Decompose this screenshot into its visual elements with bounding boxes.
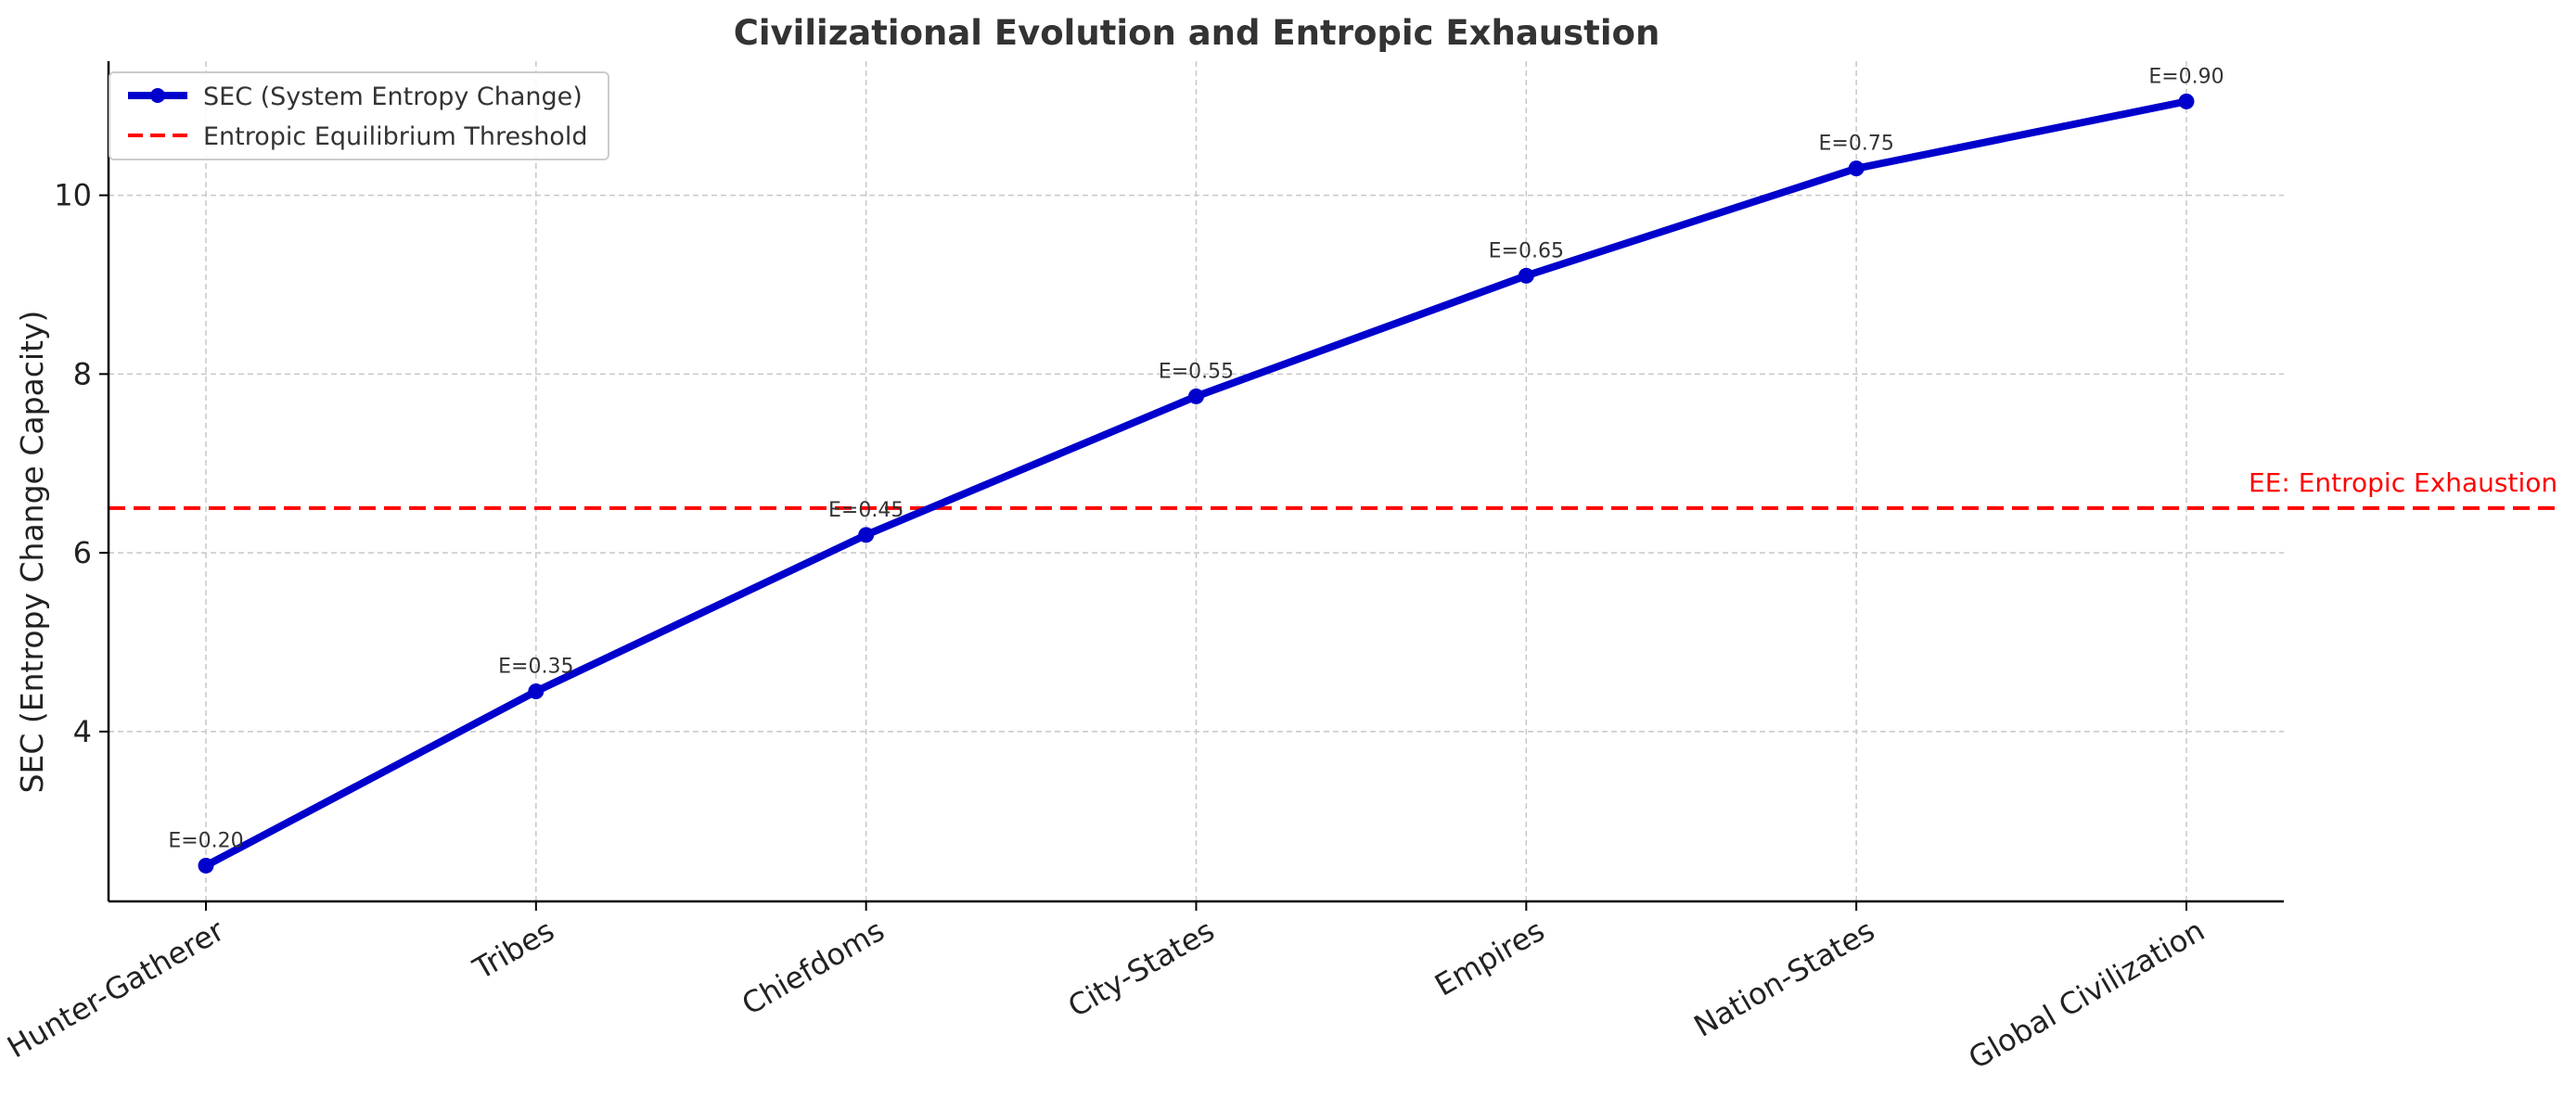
data-point — [858, 527, 875, 543]
point-labels-layer: E=0.20 E=0.35 E=0.45 E=0.55 E=0.65 E=0.75 E=0.… — [168, 65, 2224, 852]
data-point — [2178, 93, 2195, 109]
threshold-layer: EE: Entropic Exhaustion — [109, 467, 2560, 510]
data-point-label: E=0.20 — [168, 829, 243, 852]
data-point — [198, 857, 214, 874]
data-point — [1848, 160, 1865, 177]
data-point-label: E=0.45 — [828, 499, 904, 522]
legend-series-marker — [150, 88, 165, 103]
x-tick-label: Nation-States — [1688, 913, 1881, 1044]
legend: SEC (System Entropy Change) Entropic Equ… — [109, 71, 609, 160]
data-point-label: E=0.75 — [1819, 133, 1894, 156]
x-tick-label: Empires — [1429, 913, 1550, 1003]
data-point-label: E=0.35 — [498, 656, 573, 679]
ticks-layer: 4 6 8 10 Hunter-Gatherer Tribes Chiefdoms City-… — [1, 178, 2211, 1077]
data-point — [1188, 388, 1204, 404]
x-tick-label: City-States — [1062, 913, 1221, 1024]
x-tick-label: Tribes — [467, 913, 560, 987]
x-tick-label: Hunter-Gatherer — [1, 913, 230, 1066]
x-tick-label: Global Civilization — [1963, 913, 2211, 1076]
grid-lines — [109, 61, 2284, 901]
x-tick-label: Chiefdoms — [736, 913, 890, 1022]
y-tick-label: 4 — [73, 714, 92, 749]
y-tick-label: 8 — [73, 356, 92, 391]
legend-threshold-label: Entropic Equilibrium Threshold — [203, 122, 587, 151]
legend-box — [109, 71, 609, 160]
threshold-annotation: EE: Entropic Exhaustion — [2249, 467, 2557, 498]
legend-series-label: SEC (System Entropy Change) — [203, 83, 583, 111]
chart-title: Civilizational Evolution and Entropic Ex… — [734, 13, 1660, 53]
y-tick-label: 6 — [73, 535, 92, 570]
y-axis-label: SEC (Entropy Change Capacity) — [14, 311, 50, 794]
data-point-label: E=0.65 — [1489, 239, 1564, 262]
series-layer — [198, 93, 2195, 874]
data-point-label: E=0.90 — [2148, 65, 2224, 88]
data-point — [528, 683, 545, 699]
data-point-label: E=0.55 — [1159, 360, 1234, 383]
y-tick-label: 10 — [54, 178, 92, 213]
data-point — [1518, 267, 1534, 284]
